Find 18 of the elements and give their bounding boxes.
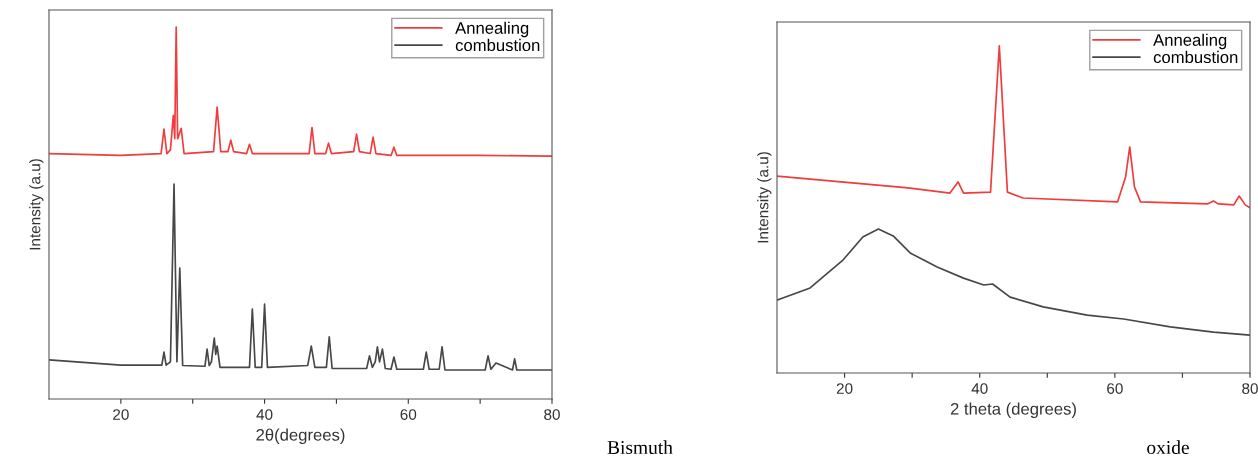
x-axis-title: 2θ(degrees) xyxy=(256,428,345,445)
text: oxide xyxy=(1147,440,1189,455)
legend-label: combustion xyxy=(455,38,540,52)
x-tick-label: 20 xyxy=(113,409,129,420)
legend-label: Annealing xyxy=(1153,33,1227,50)
y-axis-title: Intensity (a.u) xyxy=(29,159,44,250)
y-axis-title: Intensity (a.u) xyxy=(757,152,772,243)
x-tick-label: 20 xyxy=(836,383,853,394)
x-tick-label: 80 xyxy=(544,409,560,420)
x-tick-label: 40 xyxy=(971,383,988,394)
legend-label: combustion xyxy=(1153,50,1238,64)
x-axis-title: 2 theta (degrees) xyxy=(950,402,1076,419)
x-tick-label: 60 xyxy=(400,409,417,420)
x-tick-label: 80 xyxy=(1242,383,1258,394)
text: Bismuth xyxy=(607,440,673,455)
x-tick-label: 60 xyxy=(1107,383,1123,394)
legend-label: Annealing xyxy=(455,21,529,38)
x-tick-label: 40 xyxy=(256,409,273,420)
